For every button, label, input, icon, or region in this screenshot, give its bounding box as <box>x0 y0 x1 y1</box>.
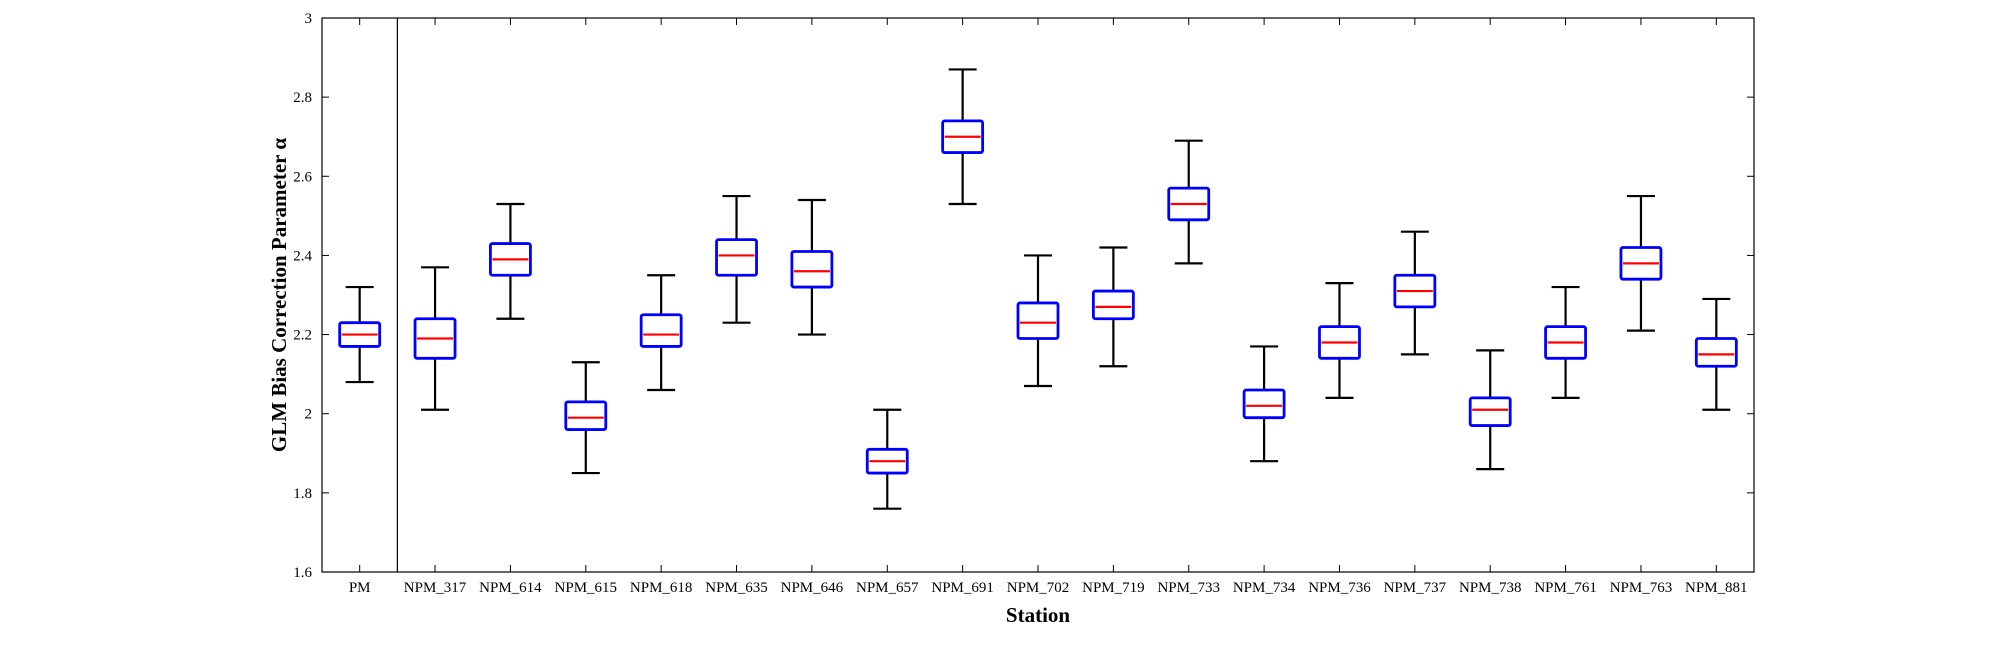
iqr-box <box>1091 289 1135 321</box>
box-NPM_618 <box>639 274 683 392</box>
x-tick-label: NPM_618 <box>630 580 693 596</box>
box-NPM_763 <box>1619 194 1663 332</box>
x-tick-label: NPM_737 <box>1384 580 1447 596</box>
y-tick-label: 2.4 <box>293 248 312 264</box>
box-NPM_702 <box>1016 254 1060 388</box>
x-tick-label: NPM_719 <box>1082 580 1145 596</box>
box-NPM_881 <box>1694 297 1738 411</box>
y-tick-label: 2.8 <box>293 90 312 106</box>
box-NPM_736 <box>1318 282 1361 399</box>
x-tick-label: NPM_733 <box>1157 580 1220 596</box>
x-tick-label: NPM_317 <box>404 580 467 596</box>
x-tick-label: NPM_761 <box>1534 580 1597 596</box>
iqr-box <box>1016 301 1060 340</box>
box-NPM_761 <box>1544 285 1587 399</box>
y-tick-label: 2 <box>305 407 313 423</box>
x-tick-label: NPM_736 <box>1308 580 1371 596</box>
x-tick-label: NPM_635 <box>705 580 768 596</box>
iqr-box <box>1242 388 1286 420</box>
x-tick-label: NPM_646 <box>781 580 844 596</box>
box-NPM_615 <box>564 361 608 475</box>
box-NPM_635 <box>715 194 758 324</box>
box-NPM_737 <box>1393 230 1437 356</box>
x-tick-label: NPM_881 <box>1685 580 1748 596</box>
x-tick-label: NPM_763 <box>1610 580 1673 596</box>
x-tick-label: NPM_734 <box>1233 580 1296 596</box>
x-tick-label: NPM_738 <box>1459 580 1522 596</box>
box-NPM_317 <box>413 266 457 411</box>
iqr-box <box>639 313 683 348</box>
iqr-box <box>790 250 834 289</box>
axes: 1.6 1.8 2 2.2 2.4 2.6 2.8 3 PM NPM_317 NPM_614 NPM_… <box>293 11 1754 596</box>
y-tick-label: 2.2 <box>293 328 312 344</box>
x-tick-label: PM <box>349 580 371 596</box>
iqr-box <box>1694 337 1738 368</box>
x-tick-label: NPM_702 <box>1007 580 1070 596</box>
box-NPM_614 <box>489 202 532 320</box>
x-tick-label: NPM_615 <box>555 580 618 596</box>
y-tick-label: 3 <box>305 11 313 27</box>
y-tick-label: 2.6 <box>293 169 312 185</box>
plot-marks <box>338 68 1738 510</box>
iqr-box <box>1468 396 1512 427</box>
box-NPM_657 <box>865 408 909 510</box>
box-NPM_646 <box>790 198 834 336</box>
box-PM <box>338 285 382 384</box>
box-NPM_719 <box>1091 246 1135 368</box>
y-tick-label: 1.6 <box>293 565 312 581</box>
box-NPM_738 <box>1468 349 1512 471</box>
x-tick-label: NPM_614 <box>479 580 542 596</box>
iqr-box <box>715 238 758 277</box>
box-NPM_691 <box>941 68 985 206</box>
x-axis-title: Station <box>1006 603 1071 627</box>
y-tick-label: 1.8 <box>293 486 312 502</box>
x-tick-label: NPM_691 <box>931 580 994 596</box>
box-NPM_734 <box>1242 345 1286 463</box>
box-NPM_733 <box>1167 139 1211 265</box>
y-axis-title: GLM Bias Correction Parameter α <box>267 138 291 452</box>
x-tick-label: NPM_657 <box>856 580 919 596</box>
iqr-box <box>564 400 608 431</box>
